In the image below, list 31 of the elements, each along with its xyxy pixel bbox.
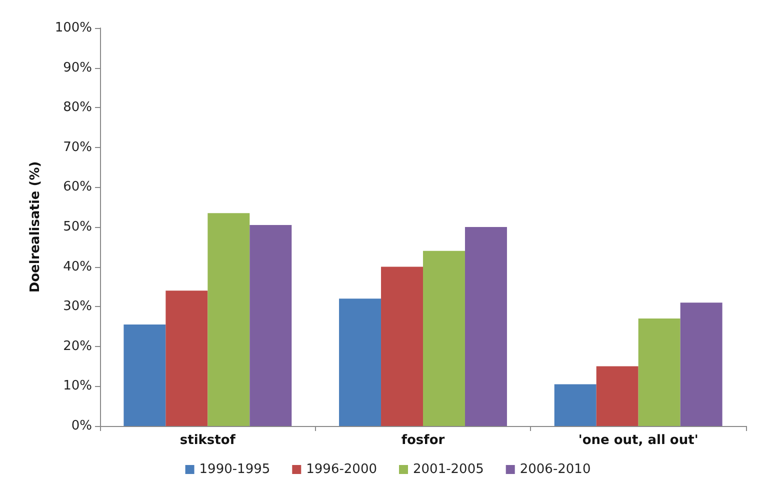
y-tick-label: 50%: [63, 220, 92, 234]
y-tick-label: 70%: [63, 140, 92, 155]
legend-label: 2001-2005: [413, 462, 484, 477]
y-tick-label: 20%: [63, 338, 92, 354]
bar: [339, 298, 382, 426]
y-tick-label: 40%: [63, 259, 92, 274]
y-tick-label: 90%: [63, 60, 92, 76]
bar: [554, 384, 596, 426]
y-tick-label: 10%: [63, 378, 92, 394]
y-tick-label: 80%: [63, 100, 92, 116]
bar: [638, 318, 680, 426]
bar: [596, 366, 638, 426]
bar: [250, 225, 292, 426]
bar: [124, 324, 166, 426]
bar: [166, 290, 208, 426]
legend-label: 2006-2010: [520, 462, 591, 477]
x-tick-label: 'one out, all out': [578, 433, 698, 448]
bar: [423, 250, 465, 426]
bar: [208, 213, 250, 426]
y-axis-title: Doelrealisatie (%): [28, 161, 43, 293]
bar: [381, 266, 423, 426]
legend-label: 1990-1995: [199, 462, 270, 477]
bar: [464, 227, 507, 426]
x-tick-label: fosfor: [401, 433, 446, 448]
bar: [680, 302, 722, 426]
x-tick-label: stikstof: [180, 433, 236, 448]
y-tick-label: 60%: [63, 180, 92, 195]
y-tick-label: 100%: [54, 20, 92, 36]
y-tick-label: 0%: [71, 418, 92, 434]
y-tick-label: 30%: [63, 299, 92, 314]
legend-label: 1996-2000: [306, 462, 377, 477]
